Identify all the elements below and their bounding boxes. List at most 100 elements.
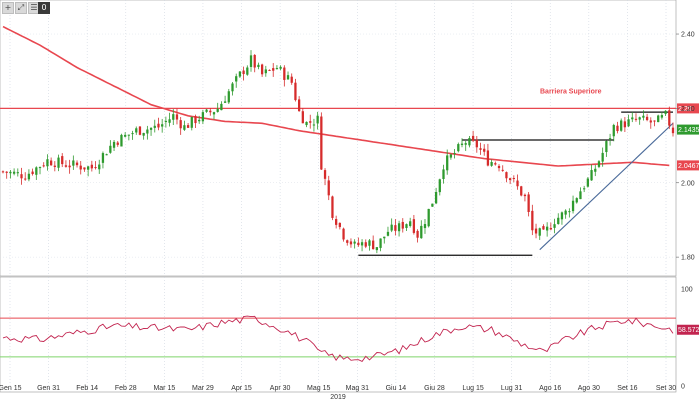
x-tick-label: Apr 15: [231, 385, 252, 392]
candle-body: [175, 114, 179, 120]
candle-body: [79, 165, 82, 170]
settings-icon[interactable]: ☰: [28, 2, 40, 14]
candle-body: [557, 217, 560, 225]
candle: [116, 141, 119, 147]
candle-body: [64, 165, 68, 167]
candle: [364, 239, 367, 249]
candle-body: [1, 171, 5, 173]
candle-body: [268, 69, 271, 71]
candle-body: [198, 119, 201, 122]
candle-body: [620, 120, 623, 131]
candle-body: [272, 68, 275, 71]
candle-body: [657, 115, 660, 123]
candle-body: [479, 148, 482, 150]
candle: [297, 96, 301, 112]
candle-body: [575, 198, 578, 203]
candle: [560, 211, 564, 225]
price-pane-frame: [0, 0, 677, 277]
candle-body: [505, 172, 508, 179]
candle: [431, 203, 434, 207]
candle-body: [238, 71, 242, 77]
zoom-icon[interactable]: ⤢: [15, 2, 27, 14]
candle-body: [405, 224, 408, 228]
candle: [372, 235, 375, 250]
candle: [327, 175, 330, 201]
candle-body: [242, 70, 245, 75]
candle-body: [583, 188, 586, 190]
candle-body: [90, 164, 93, 169]
candle: [105, 153, 108, 156]
candle: [242, 66, 245, 81]
candle: [290, 73, 293, 85]
candle: [434, 187, 438, 205]
candle-body: [5, 171, 8, 173]
candle-body: [209, 110, 212, 113]
x-tick-label: Giu 14: [386, 385, 407, 392]
candle: [412, 214, 416, 235]
candle-body: [409, 221, 412, 226]
candle-body: [664, 110, 667, 114]
candle: [468, 135, 471, 148]
candle-body: [442, 169, 445, 180]
candle-body: [501, 169, 504, 171]
moving-average-tag-bg: [677, 160, 699, 171]
candle: [409, 217, 412, 228]
candle-body: [538, 228, 541, 236]
y-tick-label: 2.00: [681, 180, 695, 187]
candle-body: [516, 180, 519, 187]
candle-body: [138, 126, 142, 135]
candle: [20, 167, 23, 185]
candle: [49, 157, 53, 166]
candle-body: [116, 142, 119, 145]
candle: [486, 143, 490, 167]
candle: [649, 117, 652, 129]
candle: [531, 204, 534, 236]
candle-body: [412, 219, 416, 233]
candle: [553, 218, 556, 234]
candle-body: [416, 230, 419, 238]
candle: [520, 185, 523, 197]
candle: [9, 169, 12, 179]
x-tick-label: Gen 31: [37, 385, 60, 392]
candle-body: [301, 111, 304, 124]
candle-body: [172, 114, 175, 120]
x-tick-label: Apr 30: [270, 385, 291, 392]
candle: [279, 65, 282, 71]
candle-body: [642, 115, 645, 118]
candle: [494, 161, 497, 166]
candle: [190, 116, 193, 131]
candle-body: [283, 67, 286, 80]
x-tick-label: Set 30: [656, 385, 676, 392]
candle: [294, 78, 297, 102]
candle: [179, 116, 182, 135]
candle-body: [135, 128, 138, 133]
candle: [357, 237, 360, 247]
candle-body: [320, 116, 323, 170]
candle: [597, 160, 601, 169]
crosshair-icon[interactable]: +: [2, 2, 14, 14]
candle: [460, 138, 464, 148]
candle: [260, 63, 264, 77]
candle: [608, 133, 612, 146]
candle: [198, 115, 201, 124]
overlay-badge[interactable]: 0: [38, 2, 50, 14]
candle-body: [68, 165, 71, 168]
candle-body: [434, 192, 438, 204]
barrier-tag-bg: [677, 103, 699, 114]
candle-body: [634, 118, 638, 120]
candle-body: [168, 119, 171, 123]
candle: [645, 113, 649, 122]
candle-body: [146, 129, 149, 134]
candle: [338, 222, 341, 230]
candle-body: [649, 120, 652, 123]
candle-body: [375, 247, 379, 251]
candle-body: [46, 159, 49, 167]
candle-body: [161, 124, 164, 127]
candle-body: [653, 120, 656, 122]
candle-body: [564, 210, 567, 215]
candle-body: [35, 167, 38, 175]
candle-body: [83, 167, 86, 170]
candle: [68, 159, 71, 174]
candle-body: [257, 64, 260, 68]
candle: [564, 209, 567, 219]
